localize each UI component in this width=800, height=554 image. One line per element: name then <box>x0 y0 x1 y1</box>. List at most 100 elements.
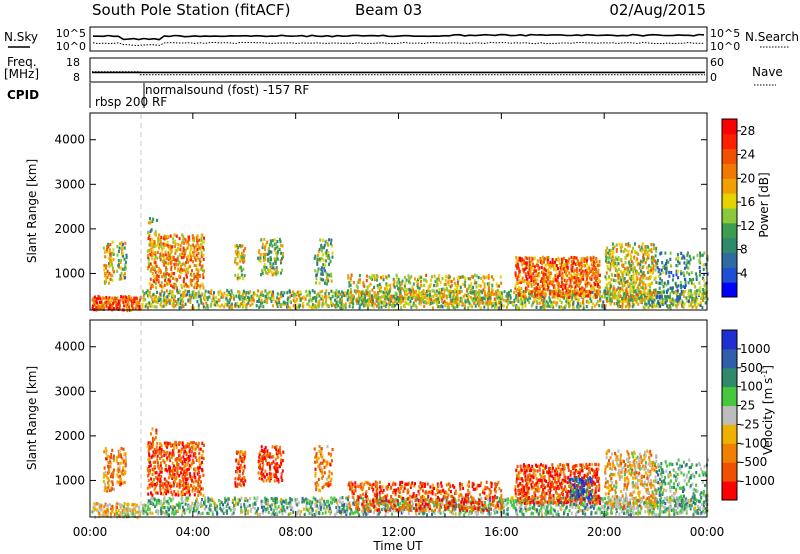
scatter-cell <box>640 279 643 284</box>
scatter-cell <box>188 463 191 468</box>
scatter-cell <box>234 503 237 507</box>
scatter-cell <box>172 509 175 513</box>
scatter-cell <box>627 306 630 310</box>
scatter-cell <box>593 288 596 292</box>
scatter-cell <box>260 298 263 302</box>
scatter-cell <box>168 454 170 458</box>
scatter-cell <box>159 456 161 460</box>
scatter-cell <box>312 496 315 500</box>
scatter-cell <box>319 508 322 512</box>
scatter-cell <box>517 286 520 290</box>
scatter-cell <box>534 265 536 269</box>
scatter-cell <box>170 248 173 252</box>
scatter-cell <box>422 278 425 282</box>
scatter-cell <box>352 301 355 306</box>
scatter-cell <box>238 460 240 464</box>
scatter-cell <box>454 306 457 310</box>
scatter-cell <box>149 217 151 221</box>
scatter-cell <box>151 484 154 488</box>
scatter-cell <box>652 290 655 294</box>
scatter-cell <box>604 259 607 263</box>
scatter-cell <box>450 284 453 288</box>
scatter-cell <box>454 301 456 305</box>
scatter-cell <box>539 279 542 283</box>
scatter-cell <box>606 246 609 250</box>
scatter-cell <box>374 302 377 306</box>
scatter-cell <box>564 284 567 288</box>
scatter-cell <box>522 298 525 302</box>
scatter-cell <box>147 294 149 298</box>
scatter-cell <box>626 290 629 294</box>
scatter-cell <box>238 482 241 486</box>
scatter-cell <box>271 293 273 297</box>
scatter-cell <box>670 286 673 290</box>
scatter-cell <box>674 291 677 295</box>
scatter-cell <box>144 506 147 510</box>
scatter-cell <box>405 290 407 294</box>
scatter-cell <box>371 274 374 278</box>
scatter-cell <box>702 267 705 271</box>
scatter-cell <box>348 304 351 308</box>
scatter-cell <box>521 302 524 306</box>
scatter-cell <box>653 304 655 308</box>
scatter-cell <box>255 498 258 503</box>
scatter-cell <box>313 513 316 517</box>
scatter-cell <box>504 299 507 303</box>
scatter-cell <box>483 297 486 301</box>
scatter-cell <box>609 292 612 296</box>
scatter-cell <box>546 262 549 266</box>
scatter-cell <box>517 258 520 262</box>
scatter-cell <box>664 294 666 299</box>
scatter-cell <box>524 294 527 298</box>
scatter-cell <box>641 260 644 264</box>
scatter-cell <box>149 277 152 281</box>
scatter-cell <box>257 256 260 260</box>
scatter-cell <box>700 296 703 300</box>
scatter-cell <box>243 476 246 480</box>
nsky-trace <box>93 33 705 41</box>
scatter-cell <box>155 274 158 278</box>
scatter-cell <box>150 304 153 308</box>
scatter-cell <box>628 298 631 302</box>
scatter-cell <box>476 299 479 303</box>
scatter-cell <box>201 454 204 458</box>
scatter-cell <box>209 498 212 502</box>
scatter-cell <box>702 290 705 294</box>
scatter-cell <box>339 292 342 296</box>
scatter-cell <box>238 473 241 477</box>
scatter-cell <box>340 306 343 310</box>
scatter-cell <box>538 297 541 301</box>
scatter-cell <box>609 252 612 256</box>
colorbar-swatch <box>722 119 737 135</box>
scatter-cell <box>597 288 600 292</box>
scatter-cell <box>376 304 378 308</box>
scatter-cell <box>704 296 707 300</box>
scatter-cell <box>459 275 462 279</box>
scatter-cell <box>239 244 241 248</box>
scatter-cell <box>299 290 302 294</box>
scatter-cell <box>103 509 106 513</box>
scatter-cell <box>641 293 644 297</box>
scatter-cell <box>196 279 199 283</box>
scatter-cell <box>330 299 332 303</box>
scatter-cell <box>123 304 126 308</box>
scatter-cell <box>572 306 575 310</box>
scatter-cell <box>555 272 558 276</box>
scatter-cell <box>257 289 260 293</box>
scatter-cell <box>585 305 588 309</box>
scatter-cell <box>319 489 321 493</box>
scatter-cell <box>155 503 158 507</box>
scatter-cell <box>155 264 158 268</box>
scatter-cell <box>663 290 665 294</box>
scatter-cell <box>617 294 620 298</box>
scatter-cell <box>276 462 278 466</box>
scatter-cell <box>281 244 284 248</box>
scatter-cell <box>98 307 101 311</box>
scatter-cell <box>550 289 553 293</box>
scatter-cell <box>366 285 369 289</box>
scatter-cell <box>470 282 473 286</box>
scatter-cell <box>182 250 185 254</box>
scatter-cell <box>683 261 686 265</box>
scatter-cell <box>439 280 442 284</box>
scatter-cell <box>185 508 188 512</box>
